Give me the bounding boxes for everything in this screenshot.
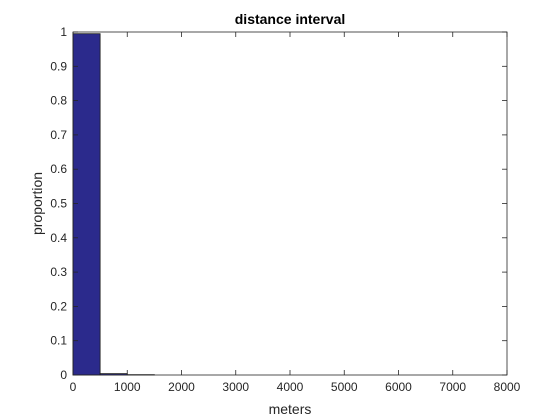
x-tick-label-4: 4000 xyxy=(277,380,304,394)
x-tick-label-5: 5000 xyxy=(331,380,358,394)
x-tick-label-2: 2000 xyxy=(168,380,195,394)
y-tick-label-6: 0.6 xyxy=(50,162,67,176)
y-tick-label-9: 0.9 xyxy=(50,59,67,73)
x-axis-label: meters xyxy=(269,401,312,417)
y-tick-label-0: 0 xyxy=(60,368,67,382)
y-tick-label-2: 0.2 xyxy=(50,299,67,313)
y-tick-label-8: 0.8 xyxy=(50,94,67,108)
y-tick-label-1: 0.1 xyxy=(50,334,67,348)
chart-title: distance interval xyxy=(235,11,346,27)
x-tick-label-8: 8000 xyxy=(494,380,521,394)
y-tick-label-10: 1 xyxy=(60,25,67,39)
y-tick-label-3: 0.3 xyxy=(50,265,67,279)
x-tick-label-3: 3000 xyxy=(222,380,249,394)
y-axis-label: proportion xyxy=(29,172,45,235)
x-tick-label-1: 1000 xyxy=(114,380,141,394)
y-tick-label-7: 0.7 xyxy=(50,128,67,142)
y-tick-label-4: 0.4 xyxy=(50,231,67,245)
plot-area xyxy=(73,32,507,375)
y-tick-label-5: 0.5 xyxy=(50,197,67,211)
histogram-bar-0 xyxy=(72,33,101,376)
x-tick-label-0: 0 xyxy=(70,380,77,394)
x-axis-ticks: 0 1000 2000 3000 4000 5000 6000 7000 8000 xyxy=(70,32,521,394)
y-axis-ticks: 0 0.1 0.2 0.3 0.4 0.5 0.6 0.7 0.8 0.9 1 xyxy=(50,25,507,382)
x-tick-label-7: 7000 xyxy=(439,380,466,394)
x-tick-label-6: 6000 xyxy=(385,380,412,394)
